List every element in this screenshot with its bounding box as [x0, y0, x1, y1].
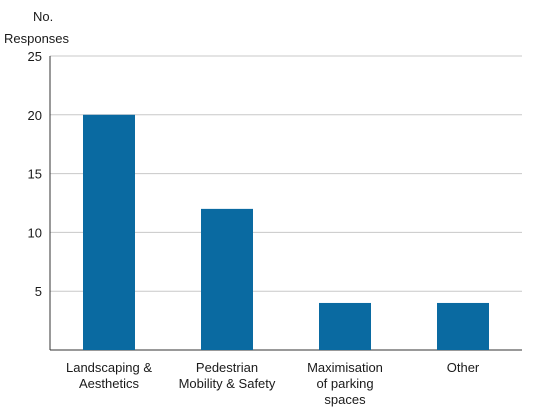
bar: [437, 302, 489, 350]
x-category-label-line: Other: [446, 360, 480, 375]
x-category-label-line: Mobility & Safety: [178, 376, 276, 391]
x-category-label-line: Aesthetics: [79, 376, 139, 391]
y-tick-label: 15: [28, 167, 42, 182]
x-category-label-line: of parking: [316, 376, 374, 391]
x-category-label-line: Landscaping &: [65, 360, 152, 375]
x-category-label: Pedestrian Mobility & Safety: [162, 360, 292, 392]
x-category-label-line: spaces: [324, 392, 366, 407]
x-category-label: Other: [398, 360, 528, 376]
x-category-label: Landscaping & Aesthetics: [44, 360, 174, 392]
y-axis-title-line: Responses: [4, 31, 70, 46]
y-axis-title-line: No.: [33, 9, 54, 24]
bar: [83, 114, 135, 350]
y-tick-label: 5: [35, 284, 42, 299]
y-tick-label: 10: [28, 225, 42, 240]
y-tick-label: 20: [28, 108, 42, 123]
bar: [319, 302, 371, 350]
x-category-label: Maximisation of parking spaces: [280, 360, 410, 408]
bar: [201, 208, 253, 350]
y-tick-label: 25: [28, 49, 42, 64]
x-category-label-line: Maximisation: [307, 360, 383, 375]
x-category-label-line: Pedestrian: [195, 360, 259, 375]
